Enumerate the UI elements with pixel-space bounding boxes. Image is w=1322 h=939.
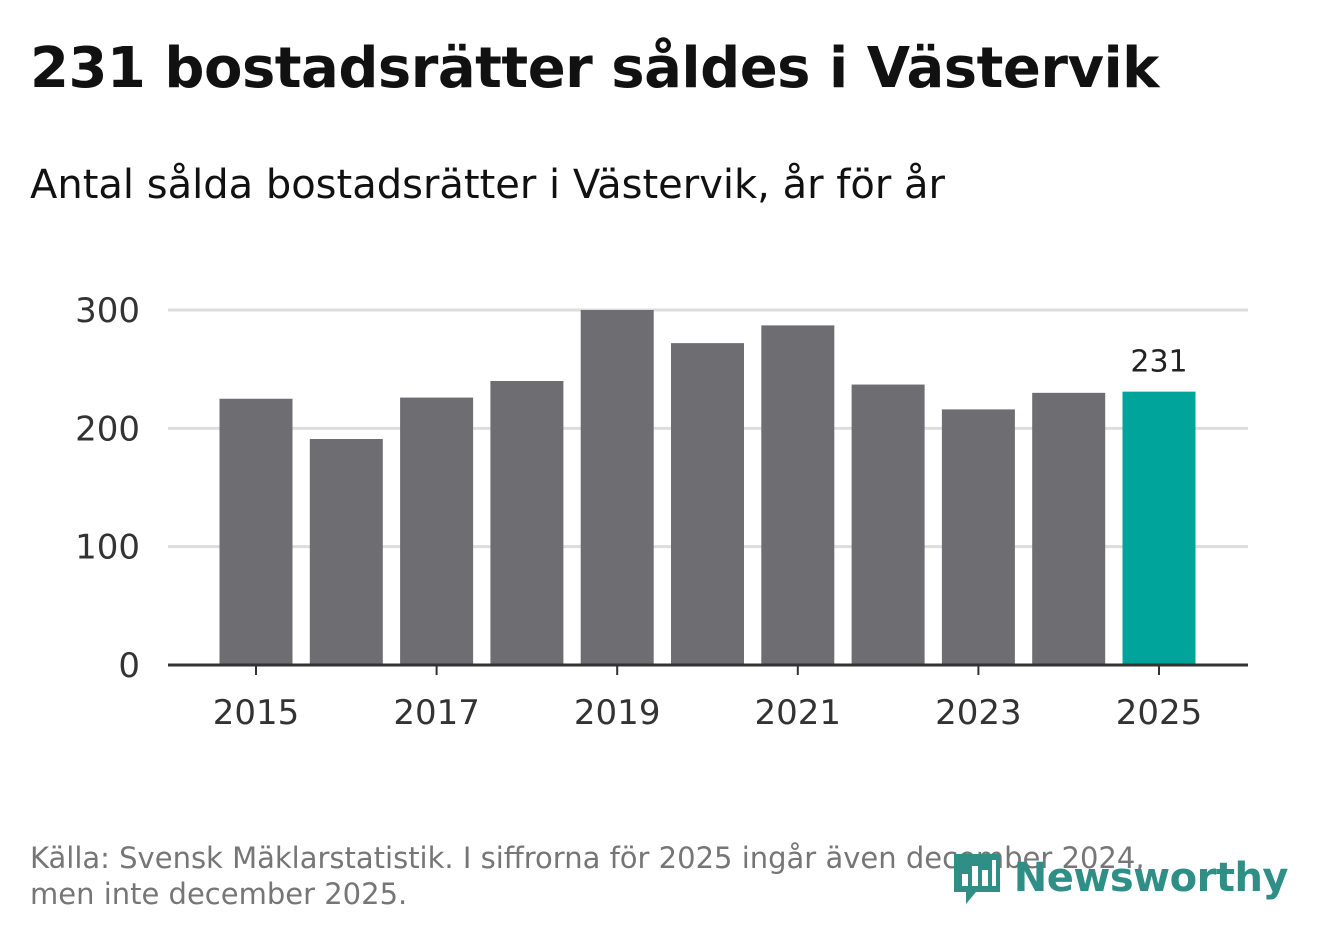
y-tick-label-0: 0 xyxy=(118,646,140,686)
x-tick-label-2015: 2015 xyxy=(213,693,300,733)
bar-2016 xyxy=(309,438,383,665)
x-tick-label-2023: 2023 xyxy=(935,693,1022,733)
bar-2021 xyxy=(761,325,835,665)
y-tick-label-200: 200 xyxy=(75,409,140,449)
brand-logo: Newsworthy xyxy=(950,850,1289,906)
bar-2017 xyxy=(400,397,474,665)
x-tick-label-2025: 2025 xyxy=(1116,693,1203,733)
source-note-line-2: men inte december 2025. xyxy=(30,877,408,911)
x-tick-label-2021: 2021 xyxy=(755,693,842,733)
bar-2024 xyxy=(1032,392,1106,665)
bar-2015 xyxy=(219,398,293,665)
brand-name: Newsworthy xyxy=(1013,855,1289,901)
bar-2022 xyxy=(851,384,925,665)
y-tick-label-100: 100 xyxy=(75,528,140,568)
x-tick-label-2017: 2017 xyxy=(393,693,480,733)
data-label-2025: 231 xyxy=(1130,345,1187,380)
bar-2020 xyxy=(671,343,744,665)
bar-2023 xyxy=(941,409,1015,665)
bar-chart-speech-bubble-icon xyxy=(953,854,1000,904)
chart-title: 231 bostadsrätter såldes i Västervik xyxy=(30,36,1159,101)
bar-2019 xyxy=(580,310,654,665)
chart-subtitle: Antal sålda bostadsrätter i Västervik, å… xyxy=(30,162,945,208)
bar-2025 xyxy=(1122,391,1196,665)
y-tick-label-300: 300 xyxy=(75,291,140,331)
x-tick-label-2019: 2019 xyxy=(574,693,661,733)
bar-2018 xyxy=(490,381,564,665)
